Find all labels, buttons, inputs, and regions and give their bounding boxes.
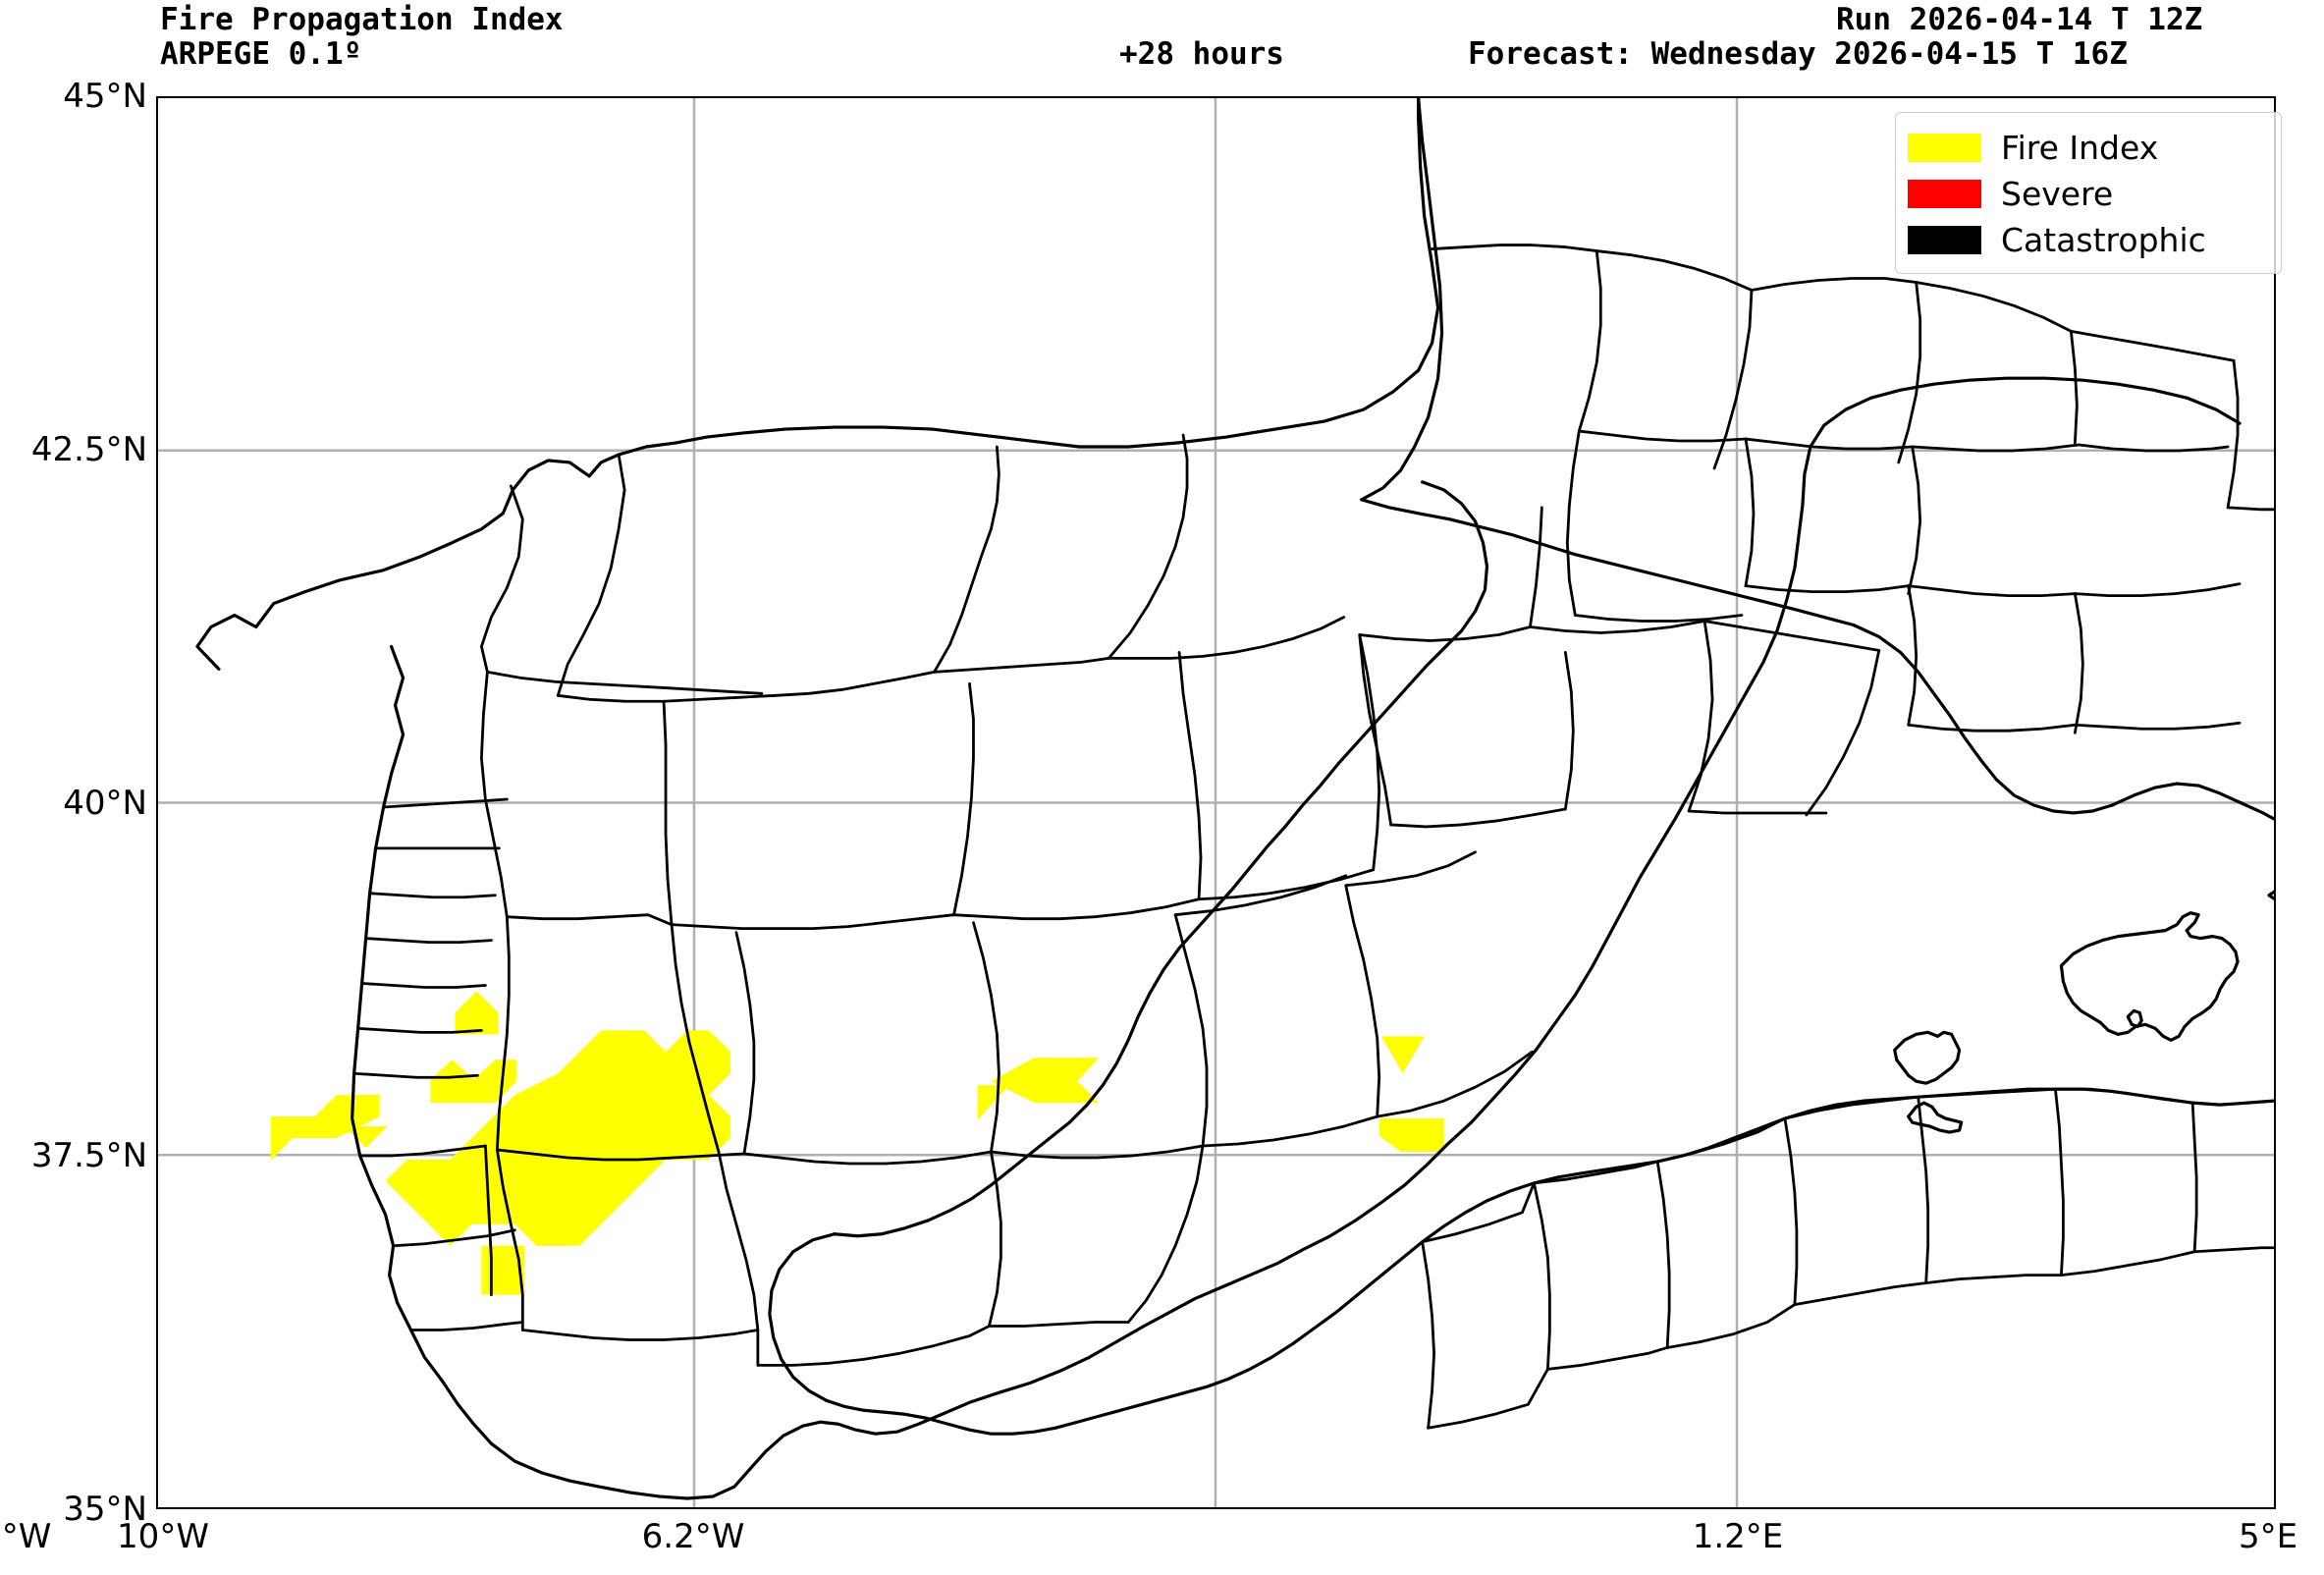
map-plot-area bbox=[156, 96, 2276, 1509]
run-timestamp-label: Run 2026-04-14 T 12Z bbox=[1836, 2, 2203, 37]
island-formentera bbox=[1907, 1101, 1964, 1134]
coastline-north-africa bbox=[825, 1087, 2274, 1436]
coastline-portugal-west bbox=[351, 644, 493, 1445]
island-ibiza bbox=[1893, 1030, 1962, 1085]
legend-row-severe: Severe bbox=[1908, 171, 2271, 217]
admin-borders-portugal bbox=[352, 797, 524, 1331]
border-pyrenees bbox=[1360, 498, 2114, 815]
coastline-strait bbox=[768, 1232, 837, 1402]
island-mallorca bbox=[2059, 911, 2240, 1042]
basemap-outlines bbox=[195, 98, 2274, 1500]
x-tick-label-2: 2.5°W bbox=[0, 1517, 52, 1556]
y-tick-label-4: 35°N bbox=[63, 1490, 147, 1529]
admin-borders-north-africa bbox=[1421, 1087, 2274, 1430]
x-tick-label-0: 10°W bbox=[117, 1517, 209, 1556]
fire-region-jaen bbox=[977, 1085, 1009, 1121]
lead-time-label: +28 hours bbox=[1119, 36, 1284, 72]
admin-borders-spain bbox=[479, 433, 1881, 1367]
legend-label-severe: Severe bbox=[2001, 175, 2114, 213]
gridlines bbox=[158, 98, 2274, 1507]
x-tick-label-4: 5°E bbox=[2238, 1517, 2298, 1556]
legend-row-fire-index: Fire Index bbox=[1908, 125, 2271, 171]
island-menorca bbox=[2267, 890, 2274, 900]
x-tick-label-3: 1.2°E bbox=[1692, 1517, 1784, 1556]
x-tick-label-1: 6.2°W bbox=[641, 1517, 745, 1556]
legend-swatch-catastrophic bbox=[1908, 226, 1981, 254]
coastline-france-atlantic bbox=[1360, 98, 1444, 502]
y-tick-label-1: 42.5°N bbox=[30, 429, 147, 469]
fire-region-west-wedge bbox=[344, 1126, 388, 1149]
legend-swatch-severe bbox=[1908, 180, 1981, 208]
legend-label-catastrophic: Catastrophic bbox=[2001, 221, 2206, 259]
fire-region-huelva-badajoz bbox=[270, 1059, 517, 1161]
island-cabrera bbox=[2126, 1008, 2143, 1028]
fire-region-albacete bbox=[1380, 1036, 1425, 1074]
model-label: ARPEGE 0.1º bbox=[160, 36, 362, 72]
coastline-iberia bbox=[195, 98, 1440, 671]
legend-label-fire-index: Fire Index bbox=[2001, 129, 2159, 167]
fire-index-overlay bbox=[270, 991, 1444, 1295]
y-tick-label-0: 45°N bbox=[63, 77, 147, 116]
y-tick-label-2: 40°N bbox=[63, 783, 147, 823]
fire-region-la-mancha bbox=[991, 1058, 1100, 1104]
fire-region-murcia bbox=[1378, 1118, 1444, 1153]
map-legend: Fire Index Severe Catastrophic bbox=[1895, 112, 2282, 274]
page-title: Fire Propagation Index bbox=[160, 2, 564, 37]
coastline-france-med bbox=[2110, 782, 2274, 821]
map-svg bbox=[158, 98, 2274, 1507]
y-tick-label-3: 37.5°N bbox=[30, 1136, 147, 1176]
fire-region-guadalquivir bbox=[385, 1030, 730, 1246]
admin-borders-france bbox=[1431, 244, 2274, 734]
coastline-andalusia-south bbox=[489, 376, 2242, 1500]
legend-swatch-fire-index bbox=[1908, 134, 1981, 162]
fire-region-sw-lobe bbox=[455, 991, 499, 1035]
forecast-valid-label: Forecast: Wednesday 2026-04-15 T 16Z bbox=[1468, 36, 2128, 72]
legend-row-catastrophic: Catastrophic bbox=[1908, 217, 2271, 263]
